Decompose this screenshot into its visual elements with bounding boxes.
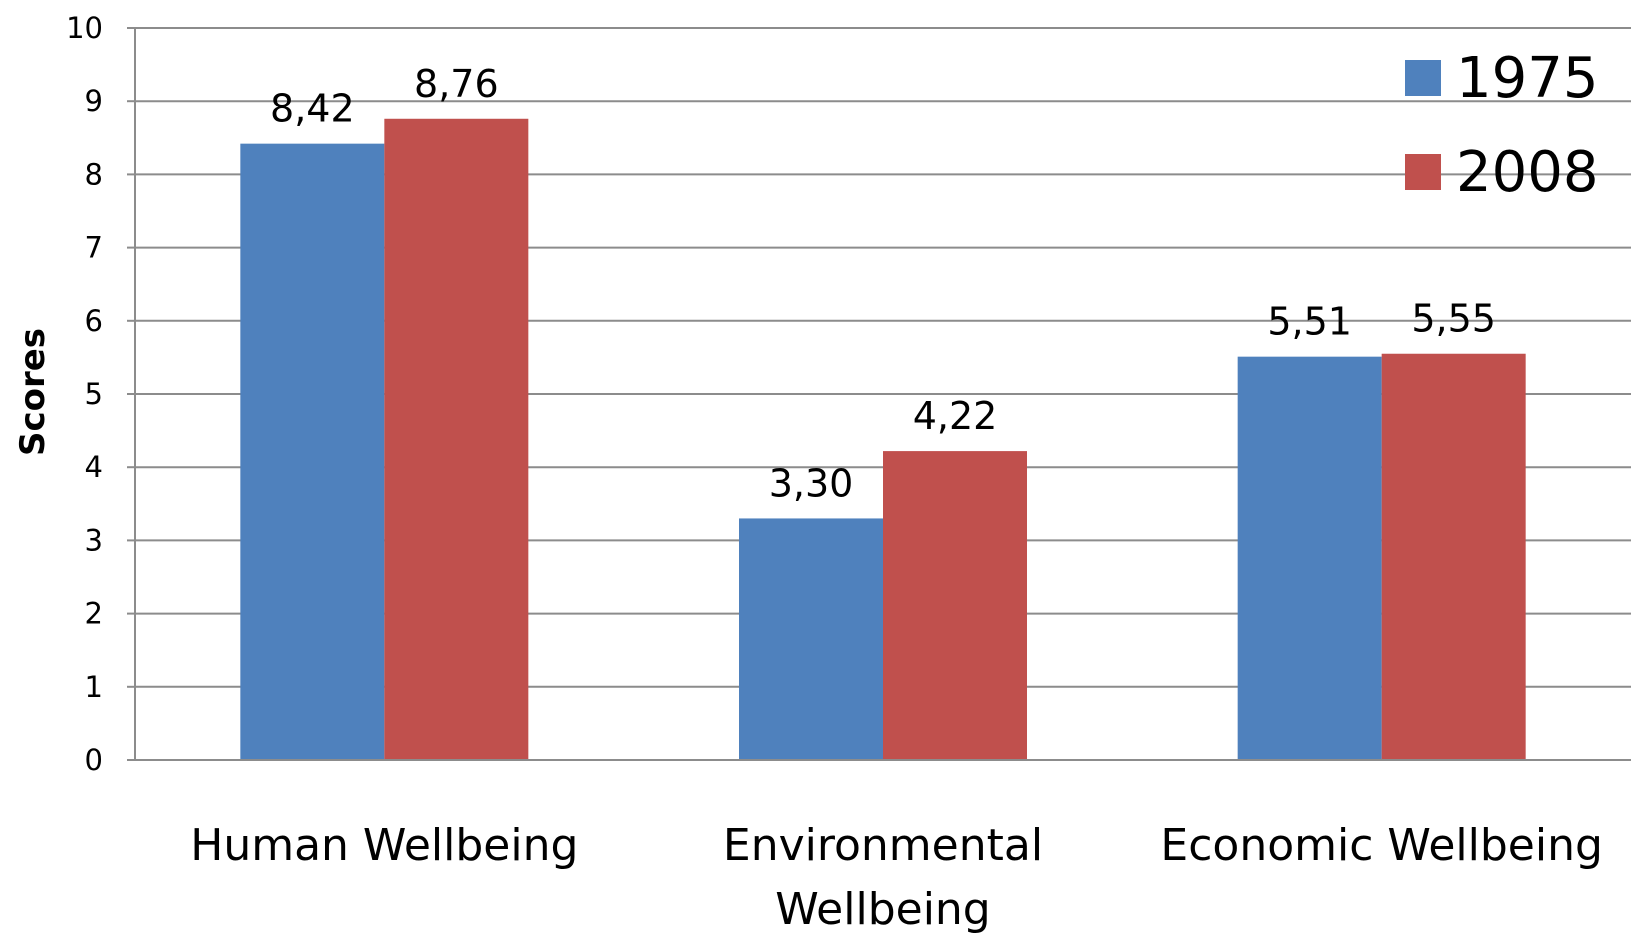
data-label: 3,30 [769, 461, 854, 505]
bars [240, 118, 1526, 760]
data-label: 8,76 [414, 62, 499, 106]
data-label: 4,22 [913, 394, 998, 438]
category-labels: Human Wellbeing Environmental Wellbeing Eco… [190, 820, 1603, 933]
y-tick-label: 4 [85, 450, 103, 484]
x-category-label: Human Wellbeing [190, 820, 578, 871]
legend: 1975 2008 [1405, 46, 1599, 205]
x-category-label: Economic Wellbeing [1160, 820, 1602, 871]
y-tick-label: 2 [85, 597, 103, 631]
bar-1975 [1237, 356, 1382, 760]
data-labels: 8,42 8,76 3,30 4,22 5,51 5,55 [270, 62, 1496, 506]
y-tick-label: 5 [85, 377, 103, 411]
y-axis-title: Scores [13, 328, 53, 456]
bar-2008 [883, 451, 1027, 760]
bar-1975 [240, 143, 385, 760]
axes: 0 1 2 3 4 5 6 7 8 9 10 [66, 11, 1631, 777]
legend-label-1975: 1975 [1456, 46, 1599, 111]
y-tick-label: 7 [85, 231, 103, 265]
y-tick-label: 3 [85, 523, 103, 557]
bar-2008 [1381, 353, 1526, 760]
y-tick-label: 9 [85, 84, 103, 118]
y-tick-label: 1 [85, 670, 103, 704]
bar-1975 [739, 518, 883, 760]
data-label: 5,51 [1267, 300, 1352, 344]
data-label: 8,42 [270, 87, 355, 131]
x-category-label: Environmental [723, 820, 1043, 871]
y-tick-label: 6 [85, 304, 103, 338]
legend-swatch-2008 [1405, 154, 1441, 190]
y-tick-label: 10 [66, 11, 103, 45]
y-tick-label: 8 [85, 157, 103, 191]
y-tick-label: 0 [85, 743, 103, 777]
bar-2008 [384, 118, 529, 760]
legend-swatch-1975 [1405, 60, 1441, 96]
legend-label-2008: 2008 [1456, 140, 1599, 205]
data-label: 5,55 [1411, 297, 1496, 341]
x-category-label: Wellbeing [775, 884, 991, 933]
